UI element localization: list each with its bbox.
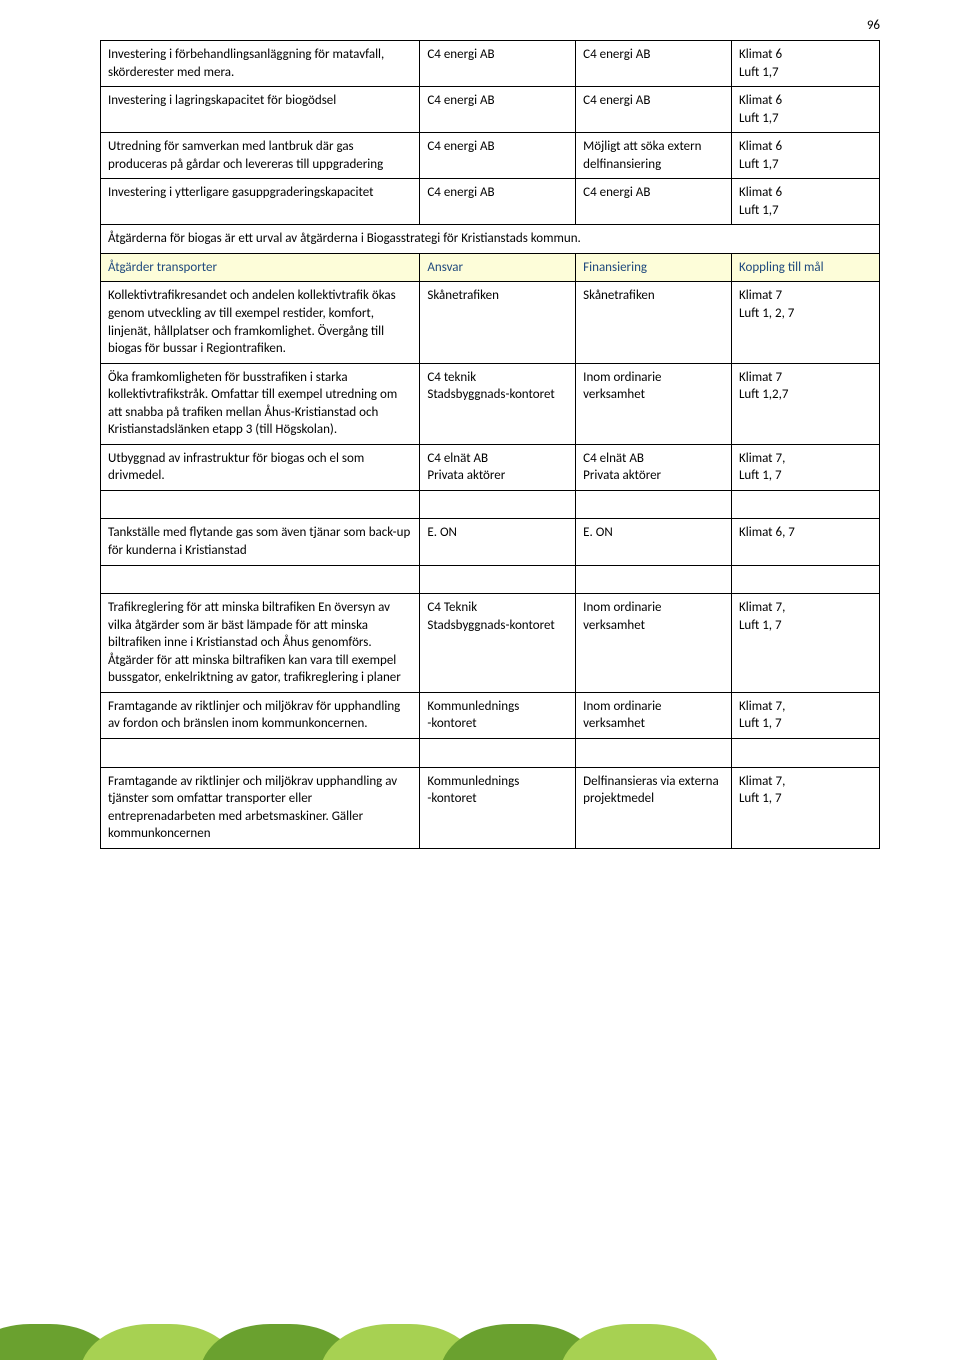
table-cell: Klimat 7, Luft 1, 7 <box>731 594 879 693</box>
table-cell: C4 energi AB <box>420 41 576 87</box>
table-cell: Klimat 7, Luft 1, 7 <box>731 692 879 738</box>
gap-cell <box>101 565 420 594</box>
gap-cell <box>731 565 879 594</box>
gap-cell <box>101 738 420 767</box>
table-cell: Inom ordinarie verksamhet <box>576 594 732 693</box>
table-row: Investering i ytterligare gasuppgraderin… <box>101 179 880 225</box>
table-cell: C4 elnät AB Privata aktörer <box>576 444 732 490</box>
table-cell: Klimat 7 Luft 1, 2, 7 <box>731 282 879 363</box>
gap-cell <box>420 565 576 594</box>
header-cell: Finansiering <box>576 253 732 282</box>
table-cell: Klimat 7, Luft 1, 7 <box>731 767 879 848</box>
table-cell: Klimat 7 Luft 1,2,7 <box>731 363 879 444</box>
table-cell: Utbyggnad av infrastruktur för biogas oc… <box>101 444 420 490</box>
table-cell: Klimat 7, Luft 1, 7 <box>731 444 879 490</box>
footer-decoration <box>0 1324 960 1360</box>
table-cell: Framtagande av riktlinjer och miljökrav … <box>101 692 420 738</box>
table-cell: C4 energi AB <box>576 41 732 87</box>
header-cell: Koppling till mål <box>731 253 879 282</box>
page-number: 96 <box>867 18 880 33</box>
gap-cell <box>731 490 879 519</box>
header-cell: Åtgärder transporter <box>101 253 420 282</box>
table-cell: E. ON <box>576 519 732 565</box>
gap-cell <box>576 738 732 767</box>
table-row <box>101 490 880 519</box>
table-row: Investering i lagringskapacitet för biog… <box>101 87 880 133</box>
table-row: Öka framkomligheten för busstrafiken i s… <box>101 363 880 444</box>
table-row: Åtgärder transporterAnsvarFinansieringKo… <box>101 253 880 282</box>
main-table: Investering i förbehandlingsanläggning f… <box>100 40 880 849</box>
table-row: Utredning för samverkan med lantbruk där… <box>101 133 880 179</box>
table-cell: C4 energi AB <box>420 179 576 225</box>
gap-cell <box>576 490 732 519</box>
table-cell: Framtagande av riktlinjer och miljökrav … <box>101 767 420 848</box>
table-cell: Delfinansieras via externa projektmedel <box>576 767 732 848</box>
table-row: Trafikreglering för att minska biltrafik… <box>101 594 880 693</box>
table-cell: Klimat 6 Luft 1,7 <box>731 41 879 87</box>
table-cell: Investering i förbehandlingsanläggning f… <box>101 41 420 87</box>
table-row: Tankställe med flytande gas som även tjä… <box>101 519 880 565</box>
table-cell: Tankställe med flytande gas som även tjä… <box>101 519 420 565</box>
table-cell: C4 energi AB <box>576 179 732 225</box>
table-cell: Klimat 6 Luft 1,7 <box>731 179 879 225</box>
table-cell: C4 energi AB <box>420 133 576 179</box>
table-cell: Skånetrafiken <box>576 282 732 363</box>
table-cell: Klimat 6 Luft 1,7 <box>731 133 879 179</box>
table-row: Framtagande av riktlinjer och miljökrav … <box>101 692 880 738</box>
table-cell: Kommunlednings -kontoret <box>420 692 576 738</box>
table-cell: Möjligt att söka extern delfinansiering <box>576 133 732 179</box>
table-cell: Inom ordinarie verksamhet <box>576 692 732 738</box>
merged-cell: Åtgärderna för biogas är ett urval av åt… <box>101 225 880 254</box>
table-cell: Investering i ytterligare gasuppgraderin… <box>101 179 420 225</box>
table-row <box>101 565 880 594</box>
table-cell: Kommunlednings -kontoret <box>420 767 576 848</box>
header-cell: Ansvar <box>420 253 576 282</box>
table-row: Investering i förbehandlingsanläggning f… <box>101 41 880 87</box>
table-cell: C4 energi AB <box>576 87 732 133</box>
table-row: Framtagande av riktlinjer och miljökrav … <box>101 767 880 848</box>
table-cell: C4 teknik Stadsbyggnads-kontoret <box>420 363 576 444</box>
table-cell: Kollektivtrafikresandet och andelen koll… <box>101 282 420 363</box>
table-cell: Öka framkomligheten för busstrafiken i s… <box>101 363 420 444</box>
table-cell: C4 elnät AB Privata aktörer <box>420 444 576 490</box>
gap-cell <box>420 738 576 767</box>
table-cell: Utredning för samverkan med lantbruk där… <box>101 133 420 179</box>
gap-cell <box>576 565 732 594</box>
table-cell: Trafikreglering för att minska biltrafik… <box>101 594 420 693</box>
table-cell: Klimat 6 Luft 1,7 <box>731 87 879 133</box>
table-cell: Investering i lagringskapacitet för biog… <box>101 87 420 133</box>
table-cell: C4 Teknik Stadsbyggnads-kontoret <box>420 594 576 693</box>
gap-cell <box>731 738 879 767</box>
gap-cell <box>101 490 420 519</box>
gap-cell <box>420 490 576 519</box>
table-row: Kollektivtrafikresandet och andelen koll… <box>101 282 880 363</box>
table-cell: C4 energi AB <box>420 87 576 133</box>
table-cell: Skånetrafiken <box>420 282 576 363</box>
table-row <box>101 738 880 767</box>
table-row: Utbyggnad av infrastruktur för biogas oc… <box>101 444 880 490</box>
table-cell: E. ON <box>420 519 576 565</box>
table-cell: Inom ordinarie verksamhet <box>576 363 732 444</box>
table-row: Åtgärderna för biogas är ett urval av åt… <box>101 225 880 254</box>
table-cell: Klimat 6, 7 <box>731 519 879 565</box>
